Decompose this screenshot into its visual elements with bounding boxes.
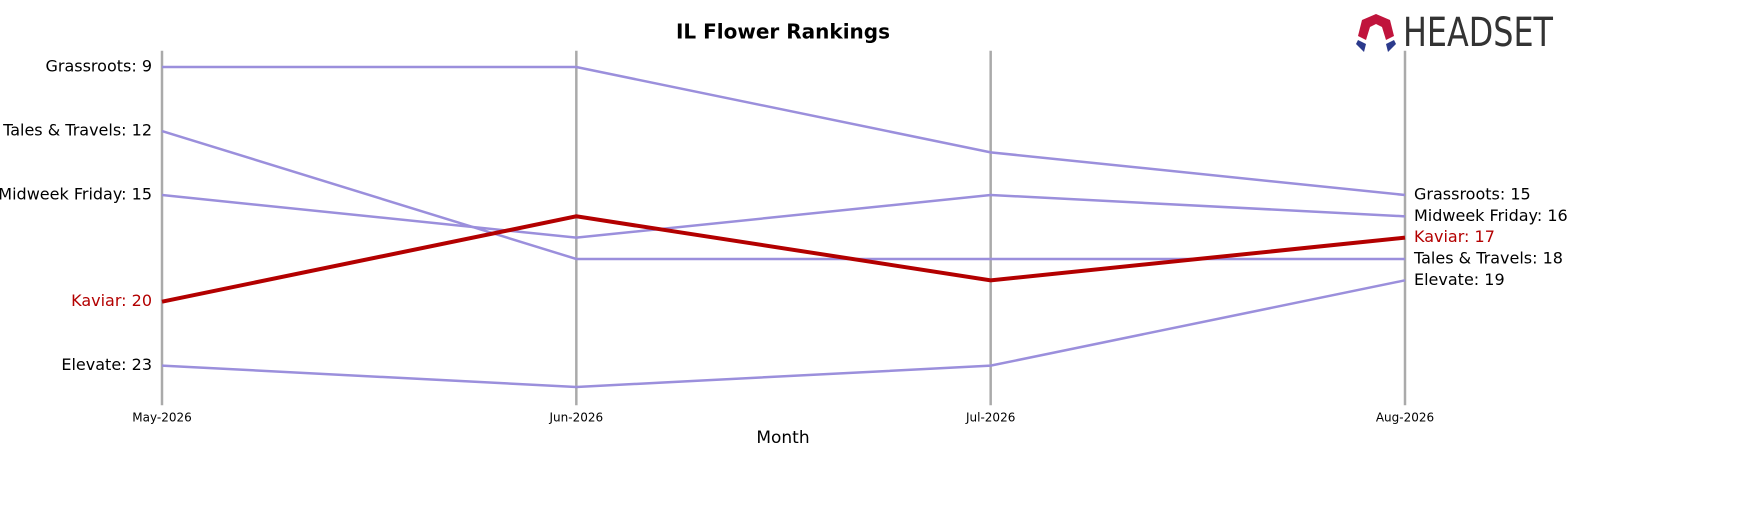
- value-label: Elevate: 19: [1414, 270, 1505, 289]
- logo-text: HEADSET: [1403, 10, 1553, 56]
- series-line: [161, 193, 1406, 239]
- x-tick-label: May-2026: [132, 411, 191, 425]
- value-label: Tales & Travels: 18: [1413, 248, 1563, 267]
- value-label: Midweek Friday: 15: [0, 185, 152, 204]
- series-line: [161, 214, 1406, 304]
- logo-mark: [1386, 40, 1396, 52]
- x-tick-label: Jul-2026: [965, 411, 1015, 425]
- value-label: Grassroots: 15: [1414, 185, 1531, 204]
- x-axis-label: Month: [756, 428, 809, 448]
- series-line: [161, 129, 1405, 261]
- value-label: Tales & Travels: 12: [2, 121, 152, 140]
- chart-title: IL Flower Rankings: [676, 20, 890, 44]
- series-line: [161, 279, 1406, 389]
- series-line: [162, 65, 1406, 197]
- x-tick-label: Aug-2026: [1376, 411, 1434, 425]
- value-label: Kaviar: 20: [71, 291, 152, 310]
- value-label: Midweek Friday: 16: [1414, 206, 1568, 225]
- value-label: Grassroots: 9: [45, 57, 152, 76]
- logo-mark: [1356, 40, 1366, 52]
- value-label: Elevate: 23: [61, 355, 152, 374]
- logo: HEADSET: [1356, 10, 1553, 56]
- logo-mark: [1358, 14, 1394, 40]
- value-label: Kaviar: 17: [1414, 227, 1495, 246]
- x-tick-label: Jun-2026: [549, 411, 604, 425]
